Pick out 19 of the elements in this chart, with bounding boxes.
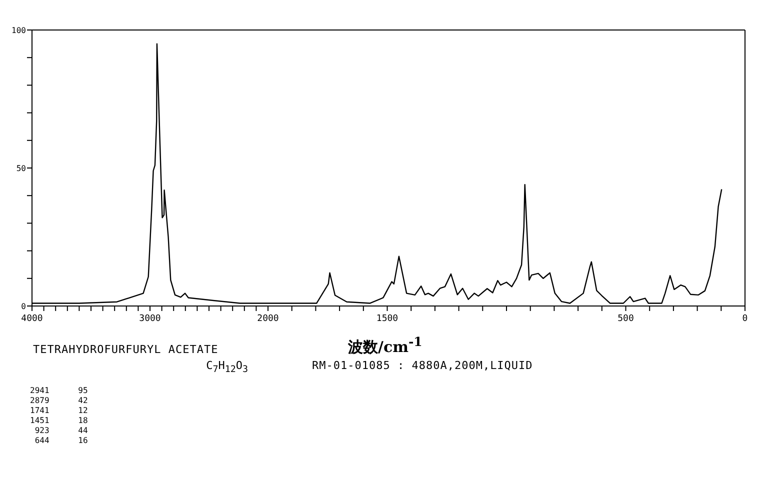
text: 644 16 [34,436,88,446]
y-tick-label: 0 [21,302,26,311]
y-tick-label: 50 [16,164,26,173]
text: 1451 18 [30,416,88,426]
y-tick-label: 100 [12,26,26,35]
x-tick-label: 1500 [376,314,398,324]
text: 1741 12 [30,406,88,416]
text: 2879 42 [30,396,88,406]
x-axis-title: 波数/cm$^{-1}$ [348,334,422,357]
x-tick-label: 3000 [139,314,161,324]
text: RM-01-01085 : 4880A,200M,LIQUID [312,359,533,372]
x-tick-label: 0 [742,314,748,324]
x-tick-label: 2000 [257,314,279,324]
x-tick-label: 500 [618,314,634,324]
text: C$_{7}$H$_{12}$O$_{3}$ [205,359,248,376]
text: TETRAHYDROFURFURYL ACETATE [33,343,218,356]
text: 2941 95 [30,386,88,396]
text: 923 44 [34,426,88,436]
x-tick-label: 4000 [21,314,43,324]
